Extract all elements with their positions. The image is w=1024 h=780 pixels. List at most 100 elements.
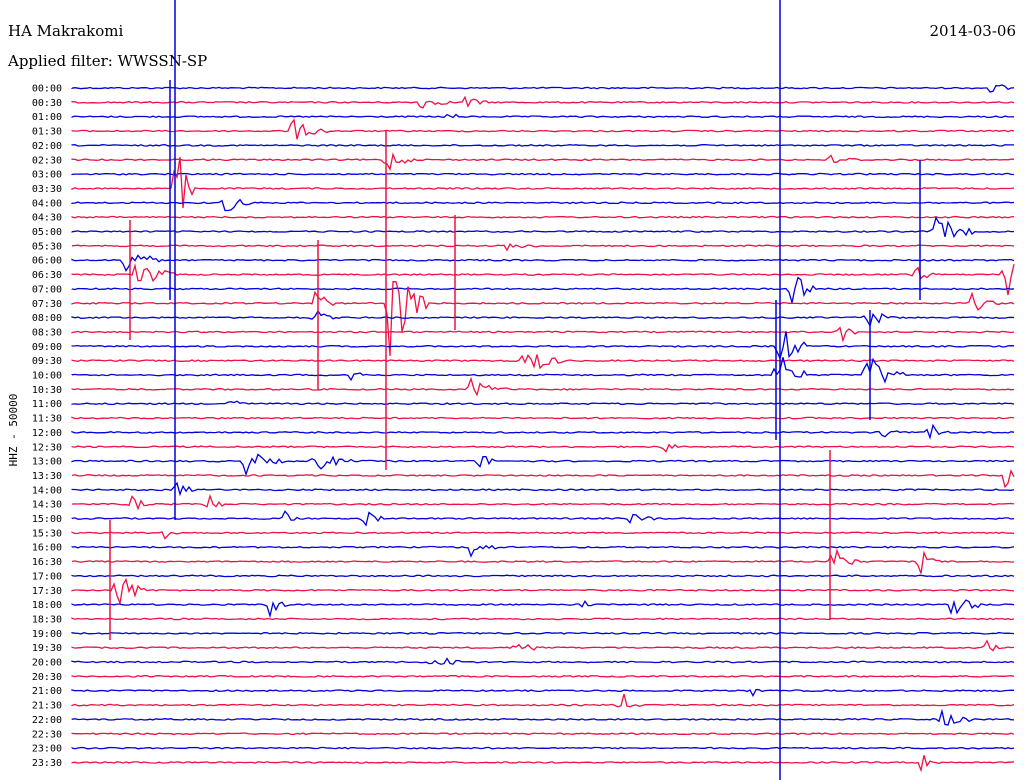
trace-line [71,617,1015,621]
trace-line [71,400,1015,406]
time-label: 20:30 [32,672,62,683]
trace-line [71,281,1015,356]
trace-line [71,263,1015,296]
time-label: 22:30 [32,729,62,740]
time-label: 06:00 [32,256,62,267]
time-label: 22:00 [32,715,62,726]
trace-line [71,708,1015,726]
trace-line [71,574,1015,578]
time-label: 09:30 [32,356,62,367]
record-date: 2014-03-06 [930,22,1016,40]
trace-line [71,657,1015,665]
time-label: 07:30 [32,299,62,310]
trace-line [71,95,1015,109]
time-label: 16:00 [32,543,62,554]
trace-line [71,376,1015,397]
trace-line [71,152,1014,172]
time-label: 19:30 [32,643,62,654]
trace-line [71,688,1014,698]
time-label: 04:30 [32,213,62,224]
time-label: 13:00 [32,457,62,468]
time-label: 03:30 [32,184,62,195]
trace-line [71,276,1015,303]
trace-line [71,423,1015,440]
time-label: 04:00 [32,198,62,209]
time-label: 07:00 [32,284,62,295]
trace-line [71,481,1015,497]
time-label: 12:30 [32,442,62,453]
time-label: 15:30 [32,528,62,539]
trace-line [71,674,1015,678]
trace-line [71,198,1015,212]
trace-line [71,242,1015,252]
time-label: 09:00 [32,342,62,353]
time-label: 14:30 [32,500,62,511]
time-label: 06:30 [32,270,62,281]
time-label: 01:30 [32,127,62,138]
trace-line [71,755,1015,773]
time-label: 00:30 [32,98,62,109]
trace-line [71,216,1014,239]
time-label: 19:00 [32,629,62,640]
time-label: 10:00 [32,371,62,382]
trace-line [71,548,1014,574]
trace-line [71,443,1015,453]
trace-line [71,215,1015,219]
event-marks [109,0,921,780]
time-label: 05:00 [32,227,62,238]
time-label: 02:00 [32,141,62,152]
trace-line [71,693,1015,708]
time-label: 16:30 [32,557,62,568]
trace-line [71,469,1015,489]
trace-line [71,746,1015,750]
trace-line [71,113,1015,119]
time-label: 20:00 [32,658,62,669]
time-label: 11:30 [32,414,62,425]
channel-axis-label: HHZ - 50000 [7,394,20,467]
time-label: 18:00 [32,600,62,611]
time-label: 12:00 [32,428,62,439]
trace-line [71,172,1015,176]
trace-line [71,631,1015,635]
trace-line [71,453,1015,477]
trace-line [71,157,1015,209]
trace-line [71,354,1015,370]
trace-line [71,84,1015,93]
trace-line [71,577,1015,606]
time-label: 08:30 [32,327,62,338]
time-label: 14:00 [32,485,62,496]
trace-line [71,493,1015,511]
time-label: 00:00 [32,84,62,95]
time-label: 10:30 [32,385,62,396]
trace-line [71,331,1015,361]
time-label: 23:00 [32,744,62,755]
time-label: 11:00 [32,399,62,410]
trace-line [71,544,1015,558]
time-label: 08:00 [32,313,62,324]
time-label: 02:30 [32,155,62,166]
time-label: 01:00 [32,112,62,123]
time-labels: 00:00 00:30 01:00 01:30 02:00 02:30 03:00 03:30… [32,84,62,769]
trace-line [71,143,1014,147]
time-label: 21:30 [32,701,62,712]
trace-line [71,599,1015,619]
trace-line [71,732,1015,736]
time-label: 15:00 [32,514,62,525]
trace-line [71,510,1015,527]
trace-line [71,326,1015,343]
time-label: 21:00 [32,686,62,697]
time-label: 05:30 [32,241,62,252]
trace-lines [71,84,1015,773]
trace-line [71,118,1015,140]
trace-line [71,639,1015,652]
trace-line [71,416,1015,420]
time-label: 18:30 [32,614,62,625]
time-label: 23:30 [32,758,62,769]
trace-line [71,254,1015,272]
time-label: 13:30 [32,471,62,482]
station-title: HA Makrakomi [8,22,124,40]
trace-line [71,309,1015,328]
trace-line [71,357,1015,384]
filter-label: Applied filter: WWSSN-SP [7,52,207,70]
